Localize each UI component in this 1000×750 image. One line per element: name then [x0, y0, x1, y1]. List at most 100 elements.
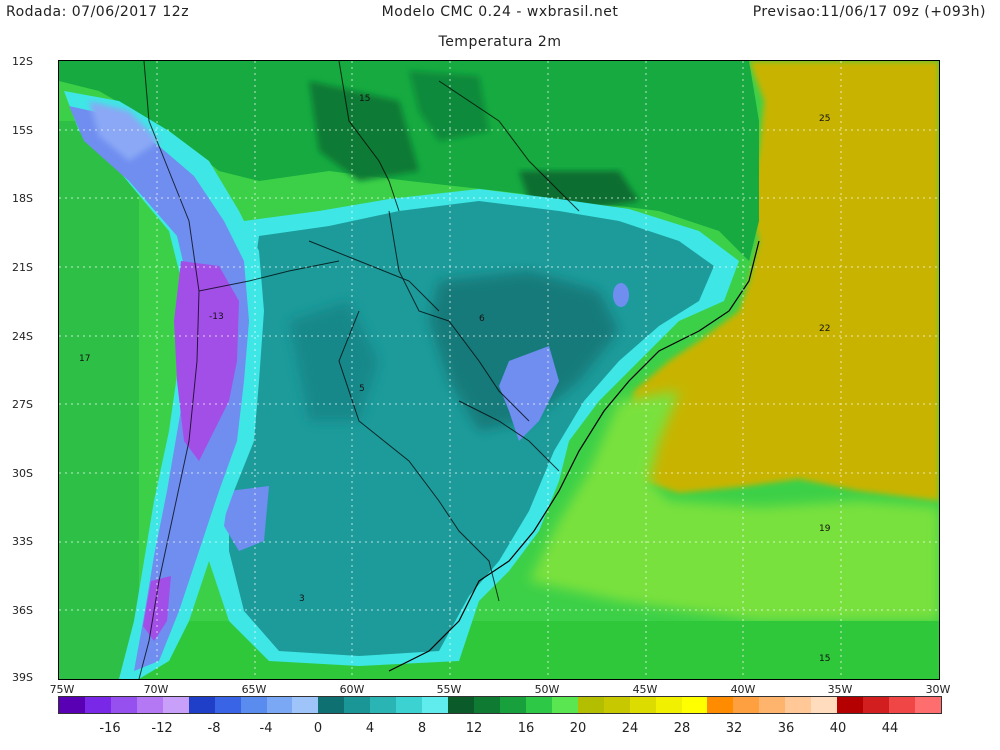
cold-lowland-patch — [289, 301, 379, 421]
color-legend-bar — [58, 696, 942, 714]
temp-value: 22 — [819, 324, 830, 334]
model-source-label: Modelo CMC 0.24 - wxbrasil.net — [381, 4, 619, 20]
temp-value: 19 — [819, 524, 831, 534]
run-time-label: Rodada: 07/06/2017 12z — [6, 4, 190, 20]
colorbar-label: 44 — [881, 721, 899, 736]
colorbar-swatch — [811, 697, 838, 713]
lon-label: 75W — [49, 683, 75, 696]
colorbar-swatch — [240, 697, 267, 713]
lon-label: 70W — [143, 683, 169, 696]
lon-label: 30W — [925, 683, 951, 696]
andes-cold-patch — [89, 101, 159, 161]
colorbar-swatch — [499, 697, 526, 713]
colorbar-swatch — [448, 697, 474, 713]
value-labels: 25 22 19 15 15 5 -13 17 3 6 — [79, 94, 831, 664]
colorbar-swatch — [759, 697, 786, 713]
temp-value: 3 — [299, 594, 305, 604]
map-canvas: 25 22 19 15 15 5 -13 17 3 6 — [59, 61, 939, 679]
dark-land-patch — [309, 81, 419, 181]
colorbar-swatch — [525, 697, 552, 713]
frost-patch — [613, 283, 629, 307]
lat-label: 39S — [12, 671, 33, 684]
colorbar-swatch — [707, 697, 734, 713]
colorbar-label: 36 — [777, 721, 795, 736]
lon-label: 35W — [827, 683, 853, 696]
colorbar-swatch — [863, 697, 889, 713]
colorbar-swatch — [889, 697, 915, 713]
lat-label: 15S — [12, 124, 33, 137]
colorbar-swatch — [396, 697, 423, 713]
colorbar-label: -8 — [207, 721, 221, 736]
colorbar-label: 0 — [313, 721, 323, 736]
temp-value: 17 — [79, 354, 90, 364]
lat-label: 21S — [12, 261, 33, 274]
lon-label: 60W — [339, 683, 365, 696]
colorbar-label: 40 — [829, 721, 847, 736]
lon-label: 65W — [241, 683, 267, 696]
lon-label: 45W — [632, 683, 658, 696]
temp-value: -13 — [209, 312, 224, 322]
frost-patch — [499, 346, 559, 441]
colorbar-swatch — [681, 697, 708, 713]
colorbar-swatch — [551, 697, 578, 713]
temp-value: 25 — [819, 114, 830, 124]
lat-label: 27S — [12, 398, 33, 411]
country-borders — [138, 61, 580, 679]
colorbar-swatch — [188, 697, 215, 713]
frost-patch — [224, 486, 269, 551]
colorbar-label: 32 — [725, 721, 743, 736]
graticule — [59, 61, 939, 679]
colorbar-label: 24 — [621, 721, 639, 736]
colorbar-label: -16 — [99, 721, 121, 736]
colorbar-swatch — [914, 697, 941, 713]
colorbar-label: 8 — [417, 721, 427, 736]
lat-label: 36S — [12, 604, 33, 617]
colorbar-swatch — [110, 697, 137, 713]
colorbar-swatch — [84, 697, 111, 713]
lat-label: 30S — [12, 467, 33, 480]
map-title: Temperatura 2m — [438, 34, 562, 50]
colorbar-label: 4 — [365, 721, 375, 736]
colorbar-swatch — [162, 697, 189, 713]
lat-label: 24S — [12, 330, 33, 343]
temp-value: 5 — [359, 384, 365, 394]
temp-value: 6 — [479, 314, 485, 324]
colorbar-label: 16 — [517, 721, 535, 736]
coastline — [388, 240, 760, 672]
temp-value: 15 — [359, 94, 370, 104]
colorbar-swatch — [214, 697, 241, 713]
lon-label: 50W — [534, 683, 560, 696]
colorbar-label: 12 — [465, 721, 483, 736]
colorbar-swatch — [733, 697, 760, 713]
colorbar-swatch — [474, 697, 500, 713]
temp-value: 15 — [819, 654, 830, 664]
pacific-ocean-zone — [59, 121, 139, 679]
mild-ocean-zone — [529, 391, 939, 621]
temperature-map: 25 22 19 15 15 5 -13 17 3 6 — [58, 60, 940, 680]
colorbar-swatch — [370, 697, 397, 713]
colorbar-label: 20 — [569, 721, 587, 736]
colorbar-swatch — [59, 697, 85, 713]
colorbar-swatch — [318, 697, 345, 713]
colorbar-swatch — [785, 697, 812, 713]
colorbar-swatch — [629, 697, 656, 713]
lat-label: 18S — [12, 192, 33, 205]
colorbar-swatch — [422, 697, 449, 713]
colorbar-label: -12 — [151, 721, 173, 736]
andes-cold-zone — [69, 106, 249, 671]
lat-label: 33S — [12, 535, 33, 548]
lat-label: 12S — [12, 55, 33, 68]
colorbar-label: 28 — [673, 721, 691, 736]
colorbar-swatch — [577, 697, 604, 713]
cool-ocean-zone — [59, 621, 939, 679]
lon-label: 40W — [730, 683, 756, 696]
lon-label: 55W — [436, 683, 462, 696]
colorbar-swatch — [136, 697, 163, 713]
forecast-time-label: Previsao:11/06/17 09z (+093h) — [752, 4, 986, 20]
colorbar-swatch — [266, 697, 293, 713]
colorbar-label: -4 — [259, 721, 273, 736]
coldest-lowland-zone — [429, 271, 619, 431]
warm-ocean-zone — [624, 61, 939, 501]
colorbar-swatch — [837, 697, 864, 713]
colorbar-swatch — [292, 697, 319, 713]
